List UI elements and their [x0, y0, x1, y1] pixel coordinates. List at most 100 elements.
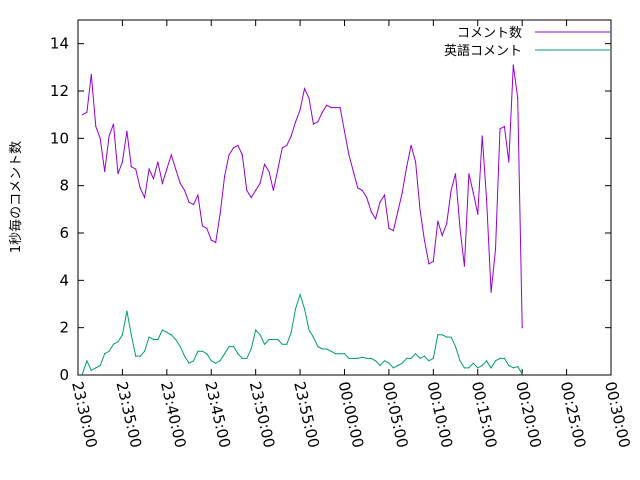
series-line: [82, 64, 523, 328]
y-axis: 0 2 4 6 8 10 12 14: [50, 35, 611, 384]
y-tick-label: 2: [59, 319, 69, 337]
data-point: [486, 199, 488, 201]
data-point: [428, 263, 430, 265]
data-point: [135, 168, 137, 170]
data-point: [241, 154, 243, 156]
data-point: [161, 182, 163, 184]
data-point: [228, 346, 230, 348]
data-point: [148, 336, 150, 338]
data-point: [450, 336, 452, 338]
data-point: [188, 362, 190, 364]
data-point: [224, 353, 226, 355]
data-point: [95, 367, 97, 369]
data-point: [503, 125, 505, 128]
data-point: [166, 331, 168, 333]
data-point: [321, 111, 323, 113]
data-point: [330, 350, 332, 352]
data-point: [259, 182, 261, 184]
data-point: [388, 362, 390, 364]
data-point: [295, 308, 297, 310]
data-point: [423, 239, 425, 241]
data-point: [366, 196, 368, 199]
data-point: [277, 168, 279, 170]
data-point: [121, 334, 123, 336]
data-point: [446, 222, 448, 225]
data-point: [210, 239, 212, 241]
data-point: [521, 327, 523, 329]
data-point: [268, 338, 270, 341]
data-point: [401, 192, 403, 194]
data-point: [308, 329, 310, 331]
data-point: [352, 170, 354, 173]
data-point: [117, 173, 119, 175]
data-point: [152, 338, 155, 341]
data-point: [277, 338, 279, 341]
data-point: [379, 201, 381, 203]
data-point: [241, 357, 243, 359]
data-point: [406, 166, 408, 168]
y-tick-label: 12: [50, 82, 69, 100]
data-point: [410, 144, 412, 146]
data-point: [130, 166, 132, 168]
data-point: [468, 367, 470, 369]
data-point: [250, 196, 252, 199]
data-point: [303, 308, 306, 310]
data-point: [397, 364, 399, 367]
data-point: [184, 189, 186, 191]
x-tick-label: 23:45:00: [201, 380, 234, 450]
data-point: [512, 367, 514, 369]
data-point: [215, 362, 217, 364]
data-point: [206, 227, 208, 229]
series-layer: [81, 64, 523, 375]
data-point: [312, 336, 314, 338]
data-point: [179, 182, 181, 184]
data-point: [454, 346, 457, 348]
data-point: [290, 135, 292, 137]
data-point: [272, 338, 274, 341]
data-point: [450, 189, 452, 191]
data-point: [357, 357, 359, 359]
series-line: [81, 292, 523, 375]
data-point: [126, 310, 128, 312]
data-point: [423, 355, 425, 357]
data-point: [494, 360, 497, 362]
data-point: [419, 357, 421, 359]
data-point: [343, 130, 346, 132]
data-point: [272, 189, 274, 191]
data-point: [192, 360, 195, 362]
data-point: [415, 161, 417, 163]
data-point: [224, 175, 226, 177]
data-point: [206, 353, 208, 355]
data-point: [406, 357, 408, 359]
data-point: [317, 121, 319, 123]
data-point: [428, 360, 430, 362]
x-tick-label: 00:25:00: [557, 380, 590, 450]
data-point: [197, 350, 199, 352]
x-tick-label: 00:10:00: [423, 380, 456, 450]
data-point: [286, 343, 288, 345]
data-point: [321, 348, 323, 350]
y-tick-label: 10: [50, 129, 69, 147]
data-point: [95, 125, 97, 128]
x-tick-label: 00:00:00: [335, 380, 368, 450]
x-tick-label: 23:40:00: [157, 380, 190, 450]
data-point: [99, 364, 101, 367]
data-point: [459, 227, 461, 229]
data-point: [517, 366, 519, 368]
data-point: [104, 353, 106, 355]
data-point: [348, 357, 350, 359]
data-point: [308, 97, 310, 99]
data-point: [148, 168, 150, 170]
data-point: [175, 168, 177, 170]
x-tick-label: 00:15:00: [468, 380, 501, 450]
data-point: [299, 293, 301, 296]
data-point: [446, 336, 448, 338]
data-point: [512, 64, 514, 66]
data-point: [268, 170, 270, 173]
data-point: [263, 343, 266, 345]
data-point: [508, 364, 510, 367]
data-point: [361, 189, 363, 191]
data-point: [219, 213, 221, 215]
data-point: [477, 367, 479, 369]
data-point: [299, 109, 301, 111]
